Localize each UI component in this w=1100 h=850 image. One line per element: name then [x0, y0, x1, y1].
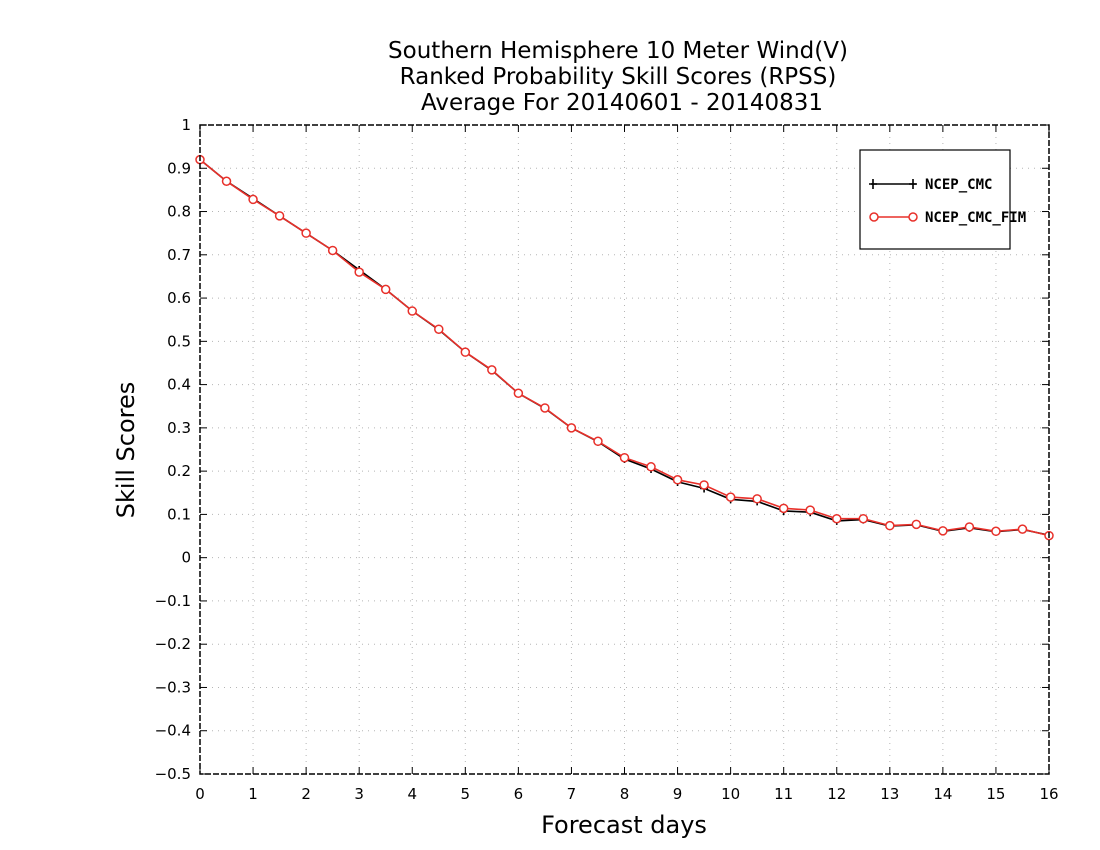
y-tick-label: 0.7	[167, 246, 191, 264]
data-point	[460, 347, 471, 357]
legend: NCEP_CMC NCEP_CMC_FIM	[859, 149, 1026, 250]
x-tick-label: 11	[774, 785, 793, 803]
data-point	[885, 520, 895, 531]
chart-title-line-2: Ranked Probability Skill Scores (RPSS)	[400, 64, 837, 90]
chart-title-line-1: Southern Hemisphere 10 Meter Wind(V)	[388, 38, 848, 64]
y-tick-label: −0.3	[155, 678, 191, 696]
y-tick-label: −0.5	[155, 765, 191, 783]
y-tick-label: −0.1	[155, 592, 191, 610]
legend-marker	[909, 179, 917, 189]
y-tick-label: −0.2	[155, 635, 191, 653]
x-tick-label: 12	[827, 785, 846, 803]
data-point	[991, 526, 1001, 537]
x-axis-label: Forecast days	[541, 811, 707, 839]
y-tick-label: 0.5	[167, 332, 191, 350]
x-tick-label: 10	[721, 785, 740, 803]
data-point	[699, 480, 709, 490]
data-point	[778, 503, 789, 514]
data-point	[221, 176, 232, 186]
x-tick-label: 1	[248, 785, 258, 803]
y-tick-label: 0.4	[167, 376, 191, 394]
y-axis-ticks: −0.5 −0.4 −0.3 −0.2 −0.1 0 0.1 0.2 0.3 0.4 0.5 0.6 0…	[155, 116, 1049, 783]
y-axis-label: Skill Scores	[112, 382, 140, 519]
legend-label: NCEP_CMC_FIM	[925, 210, 1026, 226]
data-point	[964, 522, 975, 532]
data-point	[752, 494, 762, 504]
y-tick-label: 0.3	[167, 419, 191, 437]
x-tick-label: 5	[461, 785, 471, 803]
data-point	[832, 513, 842, 524]
x-tick-label: 8	[620, 785, 630, 803]
data-point	[434, 324, 444, 334]
data-point	[566, 423, 577, 433]
legend-marker	[908, 212, 918, 222]
x-tick-label: 13	[880, 785, 899, 803]
legend-item: NCEP_CMC	[869, 177, 992, 193]
x-tick-label: 3	[354, 785, 364, 803]
y-tick-label: 0.1	[167, 505, 191, 523]
data-point	[380, 284, 391, 295]
data-point	[248, 194, 258, 205]
y-tick-label: 0.9	[167, 159, 191, 177]
y-tick-label: 1	[181, 116, 191, 134]
grid-lines	[200, 125, 1049, 774]
series-ncep-cmc-fim	[195, 154, 1054, 541]
y-tick-label: 0.8	[167, 203, 191, 221]
y-tick-label: −0.4	[155, 722, 191, 740]
data-point	[911, 519, 922, 530]
x-tick-label: 4	[407, 785, 417, 803]
x-tick-label: 6	[514, 785, 524, 803]
data-point	[725, 492, 736, 502]
data-point	[619, 452, 630, 463]
data-point	[301, 228, 311, 238]
data-point	[407, 306, 417, 316]
y-tick-label: 0.6	[167, 289, 191, 307]
y-tick-label: 0	[181, 549, 191, 567]
data-point	[1017, 524, 1028, 534]
x-tick-label: 14	[933, 785, 952, 803]
data-point	[327, 245, 338, 256]
chart-title: Southern Hemisphere 10 Meter Wind(V) Ran…	[388, 38, 848, 116]
x-tick-label: 15	[986, 785, 1005, 803]
x-tick-label: 2	[301, 785, 311, 803]
data-point	[646, 462, 656, 472]
x-axis-ticks: 0 1 2 3 4 5 6 7 8 9 10 11 12 13 14 15 16	[195, 125, 1059, 803]
data-point	[672, 475, 683, 485]
data-point	[487, 365, 497, 375]
legend-item: NCEP_CMC_FIM	[869, 210, 1026, 226]
legend-marker	[869, 212, 879, 222]
x-tick-label: 7	[567, 785, 577, 803]
data-point	[354, 267, 364, 277]
legend-label: NCEP_CMC	[925, 177, 992, 193]
x-tick-label: 16	[1039, 785, 1058, 803]
data-point	[513, 388, 524, 399]
data-point	[805, 505, 815, 515]
x-tick-label: 9	[673, 785, 683, 803]
data-point	[593, 436, 603, 447]
y-tick-label: 0.2	[167, 462, 191, 480]
chart-title-line-3: Average For 20140601 - 20140831	[421, 90, 823, 116]
data-point	[938, 526, 948, 536]
series-group	[195, 154, 1054, 541]
x-tick-label: 0	[195, 785, 205, 803]
legend-box	[859, 149, 1011, 250]
data-point	[274, 211, 285, 221]
data-point	[540, 403, 550, 413]
plot-area-frame	[199, 124, 1050, 775]
legend-marker	[869, 179, 877, 189]
data-point	[858, 513, 869, 524]
